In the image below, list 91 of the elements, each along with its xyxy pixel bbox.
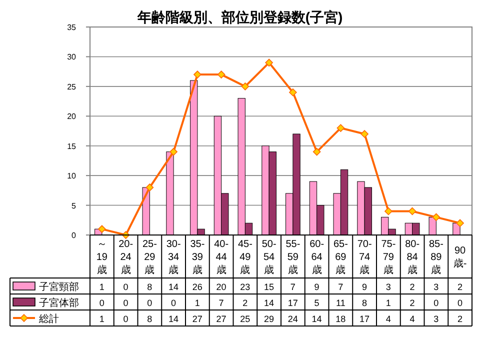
data-label: 3 xyxy=(386,282,391,292)
data-label: 25 xyxy=(240,314,250,324)
data-label: 23 xyxy=(240,282,250,292)
data-label: 8 xyxy=(362,298,368,308)
y-tick-label: 5 xyxy=(72,201,77,210)
data-label: 8 xyxy=(147,282,152,292)
y-tick-label: 20 xyxy=(67,112,77,122)
point xyxy=(194,70,202,78)
point xyxy=(336,124,345,132)
point xyxy=(432,213,440,222)
data-label: 15 xyxy=(264,282,274,292)
data-label: 7 xyxy=(290,282,296,292)
y-tick-label: 35 xyxy=(67,23,77,32)
x-tick-label: 35-39歳 xyxy=(190,239,205,276)
data-label: 0 xyxy=(147,298,152,308)
data-label: 9 xyxy=(314,282,320,292)
data-label: 0 xyxy=(123,314,128,324)
y-tick-label: 10 xyxy=(67,172,77,181)
data-label: 18 xyxy=(336,314,346,324)
data-label: 14 xyxy=(168,314,179,324)
data-label: 2 xyxy=(458,314,463,324)
data-label: 0 xyxy=(99,298,104,308)
legend-label: 総計 xyxy=(38,313,59,325)
data-label: 0 xyxy=(171,298,176,308)
data-label: 17 xyxy=(288,298,298,308)
data-label: 20 xyxy=(216,282,226,292)
point xyxy=(312,148,321,156)
x-tick-label: 50-54歳 xyxy=(262,239,276,276)
x-tick-label: 20-24歳 xyxy=(118,239,134,276)
x-tick-label: 80-84歳 xyxy=(405,239,420,276)
data-label: 3 xyxy=(434,314,439,324)
point xyxy=(170,148,178,156)
data-label: 9 xyxy=(362,282,368,292)
point xyxy=(289,88,297,96)
x-tick-label: 60-64歳 xyxy=(310,239,324,276)
data-label: 11 xyxy=(336,298,346,308)
data-label: 0 xyxy=(123,282,128,292)
x-tick-label: 25-29歳 xyxy=(142,239,157,276)
y-tick-label: 15 xyxy=(67,142,77,151)
data-label: 27 xyxy=(216,314,226,324)
x-tick-label: 65-69歳 xyxy=(333,239,348,276)
point xyxy=(241,82,250,90)
data-label: 27 xyxy=(192,314,202,324)
data-label: 2 xyxy=(458,282,463,292)
data-label: 1 xyxy=(99,282,104,292)
data-label: 7 xyxy=(218,298,224,308)
legend-label: 子宮頸部 xyxy=(39,281,79,293)
y-tick-label: 30 xyxy=(67,52,77,62)
data-label: 1 xyxy=(99,314,104,324)
x-tick-label: ～19歳 xyxy=(96,239,108,276)
point xyxy=(265,58,273,67)
data-label: 14 xyxy=(264,298,274,308)
data-label: 17 xyxy=(360,314,370,324)
point xyxy=(408,207,416,216)
legend-label: 子宮体部 xyxy=(39,297,79,309)
data-label: 8 xyxy=(147,314,152,324)
data-label: 2 xyxy=(410,282,415,292)
data-label: 1 xyxy=(386,298,391,308)
x-tick-label: 90歳- xyxy=(453,246,467,270)
data-label: 2 xyxy=(410,298,415,308)
data-label: 29 xyxy=(264,314,274,324)
x-tick-label: 55-59歳 xyxy=(286,239,300,276)
y-tick-label: 25 xyxy=(67,82,77,92)
x-tick-label: 30-34歳 xyxy=(166,239,181,276)
x-tick-label: 70-74歳 xyxy=(357,239,372,276)
data-label: 7 xyxy=(338,282,344,292)
x-tick-label: 85-89歳 xyxy=(428,239,444,276)
data-label: 14 xyxy=(312,314,322,324)
data-label: 14 xyxy=(168,282,179,292)
point xyxy=(217,70,226,78)
point xyxy=(146,184,154,192)
data-label: 0 xyxy=(458,298,463,308)
point xyxy=(384,207,392,216)
point xyxy=(360,130,368,138)
chart-title: 年齢階級別、部位別登録数(子宮) xyxy=(136,9,343,25)
data-label: 0 xyxy=(434,298,439,308)
x-tick-label: 40-44歳 xyxy=(214,239,229,276)
data-label: 5 xyxy=(314,298,320,308)
y-tick-label: 0 xyxy=(72,231,77,240)
data-label: 3 xyxy=(434,282,439,292)
data-label: 4 xyxy=(410,314,415,324)
data-label: 26 xyxy=(192,282,202,292)
data-label: 1 xyxy=(194,298,200,308)
point xyxy=(456,219,464,228)
data-label: 4 xyxy=(386,314,391,324)
point xyxy=(98,225,106,233)
data-label: 0 xyxy=(123,298,128,308)
x-tick-label: 75-79歳 xyxy=(381,239,396,276)
x-tick-label: 45-49歳 xyxy=(238,239,252,276)
data-label: 2 xyxy=(242,298,248,308)
data-label: 24 xyxy=(288,314,298,324)
